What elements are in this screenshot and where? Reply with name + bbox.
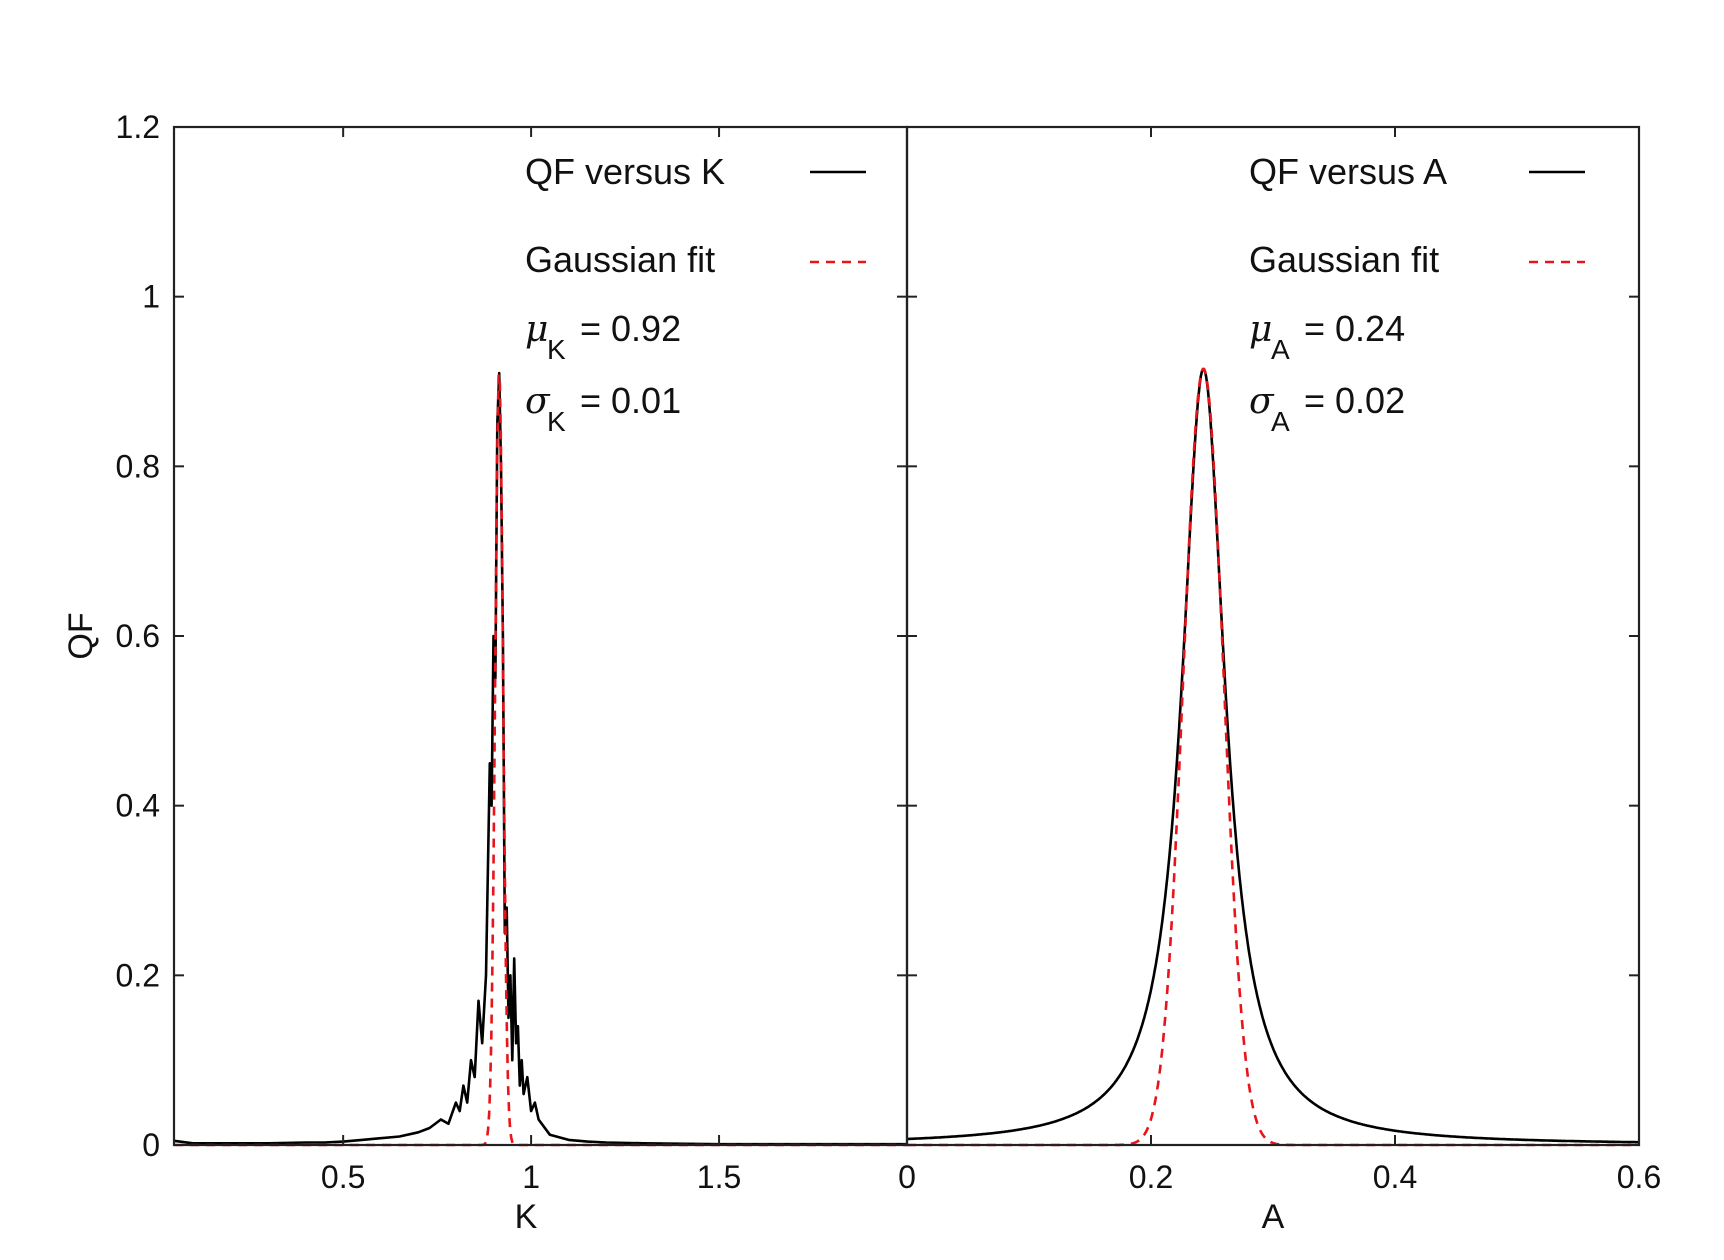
left-mu-symbol: μ bbox=[525, 309, 548, 350]
left-legend-label-qf: QF versus K bbox=[525, 151, 725, 192]
left-ytick-label: 0.4 bbox=[116, 788, 160, 824]
right-xtick-label: 0.4 bbox=[1373, 1159, 1417, 1195]
left-y-axis-title: QF bbox=[62, 612, 100, 659]
right-panel: 0 0.2 0.4 0.6 A QF versus A Gaussian fit μ … bbox=[898, 125, 1661, 1236]
right-sigma-value: = 0.02 bbox=[1304, 380, 1405, 421]
left-sigma-subscript: K bbox=[547, 406, 566, 437]
right-x-axis-title: A bbox=[1262, 1198, 1285, 1236]
right-xtick-label: 0 bbox=[898, 1159, 916, 1195]
right-legend-label-qf: QF versus A bbox=[1249, 151, 1447, 192]
left-x-axis-title: K bbox=[515, 1198, 538, 1236]
left-ytick-label: 1.2 bbox=[116, 109, 160, 145]
right-xtick-label: 0.2 bbox=[1129, 1159, 1173, 1195]
left-legend: QF versus K Gaussian fit bbox=[525, 151, 866, 280]
left-ytick-label: 0.8 bbox=[116, 448, 160, 484]
right-legend-label-gauss: Gaussian fit bbox=[1249, 239, 1439, 280]
left-xtick-label: 1 bbox=[522, 1159, 540, 1195]
left-xtick-label: 1.5 bbox=[697, 1159, 741, 1195]
right-sigma-subscript: A bbox=[1271, 406, 1290, 437]
left-stats: μ K = 0.92 σ K = 0.01 bbox=[525, 308, 681, 437]
left-plot-area bbox=[173, 371, 908, 1147]
left-ytick-label: 0 bbox=[142, 1127, 160, 1163]
left-legend-label-gauss: Gaussian fit bbox=[525, 239, 715, 280]
left-ticks: 0 0.2 0.4 0.6 0.8 1 1.2 0.5 1 1.5 bbox=[116, 109, 907, 1195]
left-ytick-label: 0.2 bbox=[116, 957, 160, 993]
right-xtick-label: 0.6 bbox=[1617, 1159, 1661, 1195]
left-mu-value: = 0.92 bbox=[580, 308, 681, 349]
left-sigma-value: = 0.01 bbox=[580, 380, 681, 421]
left-mu-subscript: K bbox=[547, 334, 566, 365]
left-series-gaussian-fit bbox=[173, 373, 908, 1147]
right-series-gaussian-fit bbox=[906, 367, 1640, 1147]
left-sigma-symbol: σ bbox=[525, 381, 551, 422]
right-series-qf bbox=[906, 367, 1640, 1144]
right-mu-subscript: A bbox=[1271, 334, 1290, 365]
right-ticks: 0 0.2 0.4 0.6 bbox=[898, 126, 1661, 1195]
right-mu-symbol: μ bbox=[1249, 309, 1272, 350]
right-legend: QF versus A Gaussian fit bbox=[1249, 151, 1585, 280]
right-sigma-symbol: σ bbox=[1249, 381, 1275, 422]
right-plot-area bbox=[906, 367, 1640, 1147]
right-stats: μ A = 0.24 σ A = 0.02 bbox=[1249, 308, 1405, 437]
left-ytick-label: 1 bbox=[142, 279, 160, 315]
left-xtick-label: 0.5 bbox=[321, 1159, 365, 1195]
left-ytick-label: 0.6 bbox=[116, 618, 160, 654]
left-panel: 0 0.2 0.4 0.6 0.8 1 1.2 0.5 1 1.5 QF K QF versus … bbox=[62, 109, 909, 1236]
left-series-qf bbox=[173, 371, 907, 1146]
right-mu-value: = 0.24 bbox=[1304, 308, 1405, 349]
